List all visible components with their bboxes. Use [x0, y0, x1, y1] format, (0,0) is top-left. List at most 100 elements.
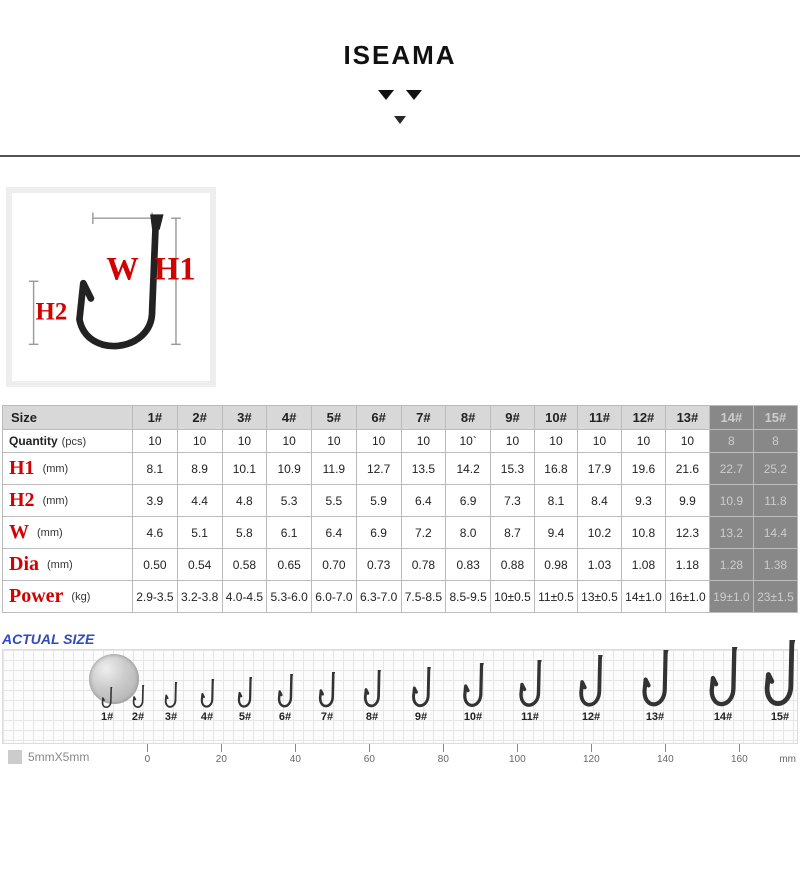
table-param-cell: H1(mm): [3, 453, 133, 485]
ruler-tick-label: 80: [438, 754, 449, 765]
triangle-down-icon: [406, 90, 422, 100]
triangle-down-icon: [378, 90, 394, 100]
table-cell: 10±0.5: [491, 581, 535, 613]
table-cell: 1.38: [753, 549, 797, 581]
table-cell: 23±1.5: [753, 581, 797, 613]
table-cell: 1.18: [665, 549, 709, 581]
table-cell: 8.5-9.5: [446, 581, 491, 613]
table-cell: 13.2: [709, 517, 753, 549]
mini-hook: 6#: [277, 674, 294, 723]
mini-hook-label: 14#: [708, 711, 739, 723]
table-col-header: 14#: [709, 406, 753, 430]
table-cell: 4.6: [133, 517, 178, 549]
mini-hook: 10#: [462, 663, 485, 723]
table-cell: 8: [753, 430, 797, 453]
table-cell: 3.2-3.8: [177, 581, 222, 613]
table-cell: 6.1: [267, 517, 312, 549]
mini-hook: 12#: [578, 655, 604, 723]
mini-hook: 15#: [763, 640, 797, 723]
mini-hook-label: 6#: [277, 711, 294, 723]
table-cell: 10`: [446, 430, 491, 453]
table-cell: 4.4: [177, 485, 222, 517]
table-cell: 10.9: [709, 485, 753, 517]
mini-hook-label: 3#: [164, 711, 178, 723]
table-cell: 7.2: [401, 517, 446, 549]
mini-hook-label: 7#: [318, 711, 336, 723]
mini-hook: 5#: [237, 677, 253, 723]
table-cell: 1.28: [709, 549, 753, 581]
table-cell: 6.9: [446, 485, 491, 517]
table-cell: 0.73: [356, 549, 401, 581]
table-param-cell: Dia(mm): [3, 549, 133, 581]
ruler-tick-label: 0: [145, 754, 151, 765]
mini-hook-label: 5#: [237, 711, 253, 723]
ruler-tick: [517, 744, 518, 752]
table-cell: 0.50: [133, 549, 178, 581]
mini-hook: 13#: [641, 650, 670, 723]
table-cell: 19±1.0: [709, 581, 753, 613]
spec-table: Size 1#2#3#4#5#6#7#8#9#10#11#12#13#14#15…: [2, 405, 798, 613]
table-cell: 1.03: [578, 549, 622, 581]
mini-hook: 3#: [164, 682, 178, 723]
table-cell: 10: [312, 430, 357, 453]
table-col-header: 9#: [491, 406, 535, 430]
table-cell: 6.4: [312, 517, 357, 549]
table-cell: 2.9-3.5: [133, 581, 178, 613]
table-cell: 21.6: [665, 453, 709, 485]
mini-hook-label: 1#: [101, 711, 113, 723]
table-cell: 14.2: [446, 453, 491, 485]
diagram-h1-label: H1: [154, 251, 196, 287]
table-col-header: 13#: [665, 406, 709, 430]
table-row: Quantity(pcs)1010101010101010`1010101010…: [3, 430, 798, 453]
table-cell: 4.0-4.5: [222, 581, 267, 613]
table-cell: 0.78: [401, 549, 446, 581]
mini-hook-label: 13#: [641, 711, 670, 723]
table-cell: 10: [578, 430, 622, 453]
table-cell: 0.54: [177, 549, 222, 581]
table-cell: 10: [401, 430, 446, 453]
ruler-tick: [369, 744, 370, 752]
table-cell: 5.3: [267, 485, 312, 517]
mini-hook-label: 8#: [363, 711, 382, 723]
table-cell: 16±1.0: [665, 581, 709, 613]
table-col-header: 5#: [312, 406, 357, 430]
ruler-tick: [221, 744, 222, 752]
table-col-header: 7#: [401, 406, 446, 430]
diagram-w-label: W: [106, 251, 138, 287]
table-cell: 6.3-7.0: [356, 581, 401, 613]
table-cell: 9.4: [534, 517, 577, 549]
mini-hook: 1#: [101, 687, 113, 723]
table-cell: 8.1: [534, 485, 577, 517]
mini-hook: 4#: [200, 679, 215, 723]
mini-hook-label: 10#: [462, 711, 485, 723]
table-col-header: 3#: [222, 406, 267, 430]
table-row: W(mm)4.65.15.86.16.46.97.28.08.79.410.21…: [3, 517, 798, 549]
table-col-header: 8#: [446, 406, 491, 430]
table-cell: 0.70: [312, 549, 357, 581]
table-cell: 0.58: [222, 549, 267, 581]
mini-hook-label: 2#: [132, 711, 145, 723]
table-cell: 7.3: [491, 485, 535, 517]
table-cell: 25.2: [753, 453, 797, 485]
table-cell: 12.7: [356, 453, 401, 485]
table-cell: 17.9: [578, 453, 622, 485]
ruler: 020406080100120140160180200mm: [91, 744, 796, 774]
table-cell: 10.9: [267, 453, 312, 485]
ruler-tick-label: 60: [364, 754, 375, 765]
ruler-unit: mm: [779, 754, 796, 765]
table-cell: 6.0-7.0: [312, 581, 357, 613]
triangle-down-icon: [394, 116, 406, 124]
table-col-header: 2#: [177, 406, 222, 430]
table-param-cell: Power(kg): [3, 581, 133, 613]
table-cell: 14.4: [753, 517, 797, 549]
table-cell: 10: [491, 430, 535, 453]
actual-size-grid: 1# 2# 3# 4# 5# 6# 7# 8# 9# 10# 11# 12# 1…: [2, 649, 798, 744]
ruler-tick: [443, 744, 444, 752]
grid-legend: 5mmX5mm: [8, 750, 89, 764]
actual-size-section: ACTUAL SIZE 1# 2# 3# 4# 5# 6# 7# 8# 9# 1…: [2, 631, 798, 774]
ruler-tick-label: 120: [583, 754, 600, 765]
table-cell: 15.3: [491, 453, 535, 485]
section-divider: [0, 155, 800, 157]
mini-hook: 8#: [363, 670, 382, 723]
table-cell: 0.98: [534, 549, 577, 581]
